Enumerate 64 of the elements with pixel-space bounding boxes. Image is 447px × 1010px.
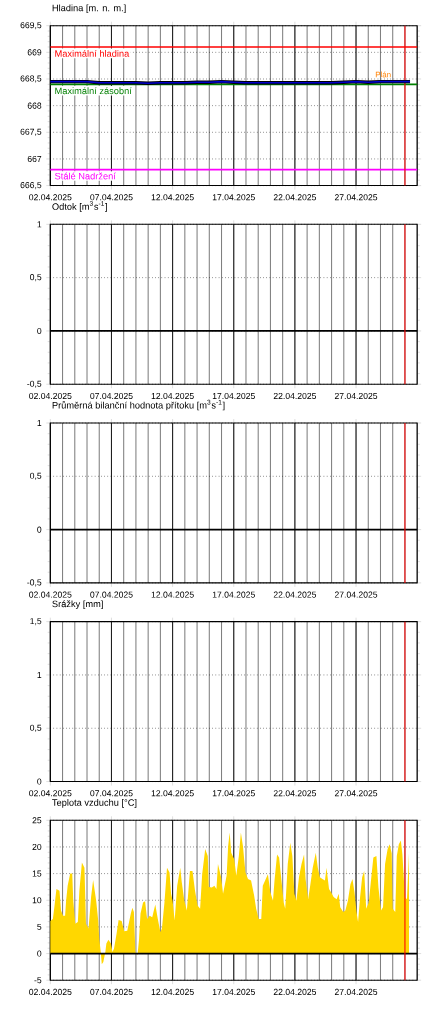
y-tick-label: 1,5 [30, 618, 42, 626]
x-tick-label: 12.04.2025 [151, 392, 194, 399]
y-tick-label: 0 [37, 950, 42, 957]
x-tick-label: 07.04.2025 [90, 591, 133, 598]
chart-title: Odtok [m$^{3}$s$^{-1}$] [52, 201, 107, 212]
chart-title: Průměrná bilanční hodnota přítoku [m$^{3}$s$^{-1}$] [52, 399, 225, 411]
y-tick-label: 668 [27, 102, 42, 109]
y-tick-label: 0,5 [30, 274, 42, 282]
y-tick-label: 1 [37, 221, 42, 228]
y-tick-label: 0 [37, 327, 42, 334]
x-tick-label: 27.04.2025 [334, 591, 378, 598]
y-tick-label: 20 [32, 843, 42, 850]
x-tick-label: 12.04.2025 [151, 591, 194, 598]
x-tick-label: 02.04.2025 [29, 988, 72, 995]
y-tick-label: -0,5 [27, 579, 42, 587]
y-tick-label: 669 [27, 49, 42, 56]
x-tick-label: 22.04.2025 [273, 591, 317, 598]
y-tick-label: 15 [32, 870, 42, 877]
x-tick-label: 17.04.2025 [212, 988, 255, 995]
x-tick-label: 27.04.2025 [334, 790, 378, 797]
y-tick-label: 5 [37, 923, 42, 930]
y-tick-label: -5 [34, 977, 42, 984]
x-tick-label: 22.04.2025 [273, 194, 317, 201]
y-tick-label: 1 [37, 671, 42, 678]
x-tick-label: 12.04.2025 [151, 988, 194, 995]
x-tick-label: 22.04.2025 [273, 392, 317, 399]
x-tick-label: 07.04.2025 [90, 194, 133, 201]
x-tick-label: 22.04.2025 [273, 988, 317, 995]
x-tick-label: 07.04.2025 [90, 790, 133, 797]
chart-title: Teplota vzduchu [°C] [52, 799, 137, 808]
x-tick-label: 17.04.2025 [212, 790, 255, 797]
ref-line-label: Maximální zásobní [55, 87, 132, 95]
y-tick-label: 0 [37, 778, 42, 785]
x-tick-label: 02.04.2025 [29, 194, 72, 201]
y-tick-label: 1 [37, 420, 42, 426]
x-tick-label: 27.04.2025 [334, 988, 378, 995]
ref-line-label: Stálé Nadržení [54, 172, 116, 180]
y-tick-label: 10 [32, 897, 42, 904]
x-tick-label: 12.04.2025 [151, 790, 194, 797]
x-tick-label: 07.04.2025 [90, 988, 133, 995]
y-tick-label: 0,5 [30, 724, 42, 732]
y-tick-label: 669,5 [20, 22, 42, 30]
x-tick-label: 07.04.2025 [90, 392, 133, 399]
x-tick-label: 27.04.2025 [334, 194, 378, 201]
x-tick-label: 17.04.2025 [212, 392, 255, 399]
y-tick-label: 667 [27, 155, 42, 162]
chart-title: Srážky [mm] [52, 600, 103, 610]
y-tick-label: 25 [32, 817, 42, 824]
x-tick-label: 17.04.2025 [212, 194, 255, 201]
x-tick-label: 17.04.2025 [212, 591, 255, 598]
x-tick-label: 02.04.2025 [29, 392, 72, 399]
x-tick-label: 12.04.2025 [151, 194, 194, 201]
y-tick-label: 666,5 [20, 182, 42, 190]
y-tick-label: 668,5 [20, 75, 42, 83]
y-tick-label: 0,5 [30, 472, 42, 480]
x-tick-label: 22.04.2025 [273, 790, 317, 797]
x-tick-label: 27.04.2025 [334, 392, 378, 399]
x-tick-label: 02.04.2025 [29, 790, 72, 797]
y-tick-label: 0 [37, 526, 42, 533]
y-tick-label: -0,5 [27, 380, 42, 388]
y-tick-label: 667,5 [20, 128, 42, 136]
x-tick-label: 02.04.2025 [29, 591, 72, 598]
chart-title: Hladina [m. n. m.] [52, 4, 126, 14]
ref-line-label: Maximální hladina [55, 49, 130, 57]
